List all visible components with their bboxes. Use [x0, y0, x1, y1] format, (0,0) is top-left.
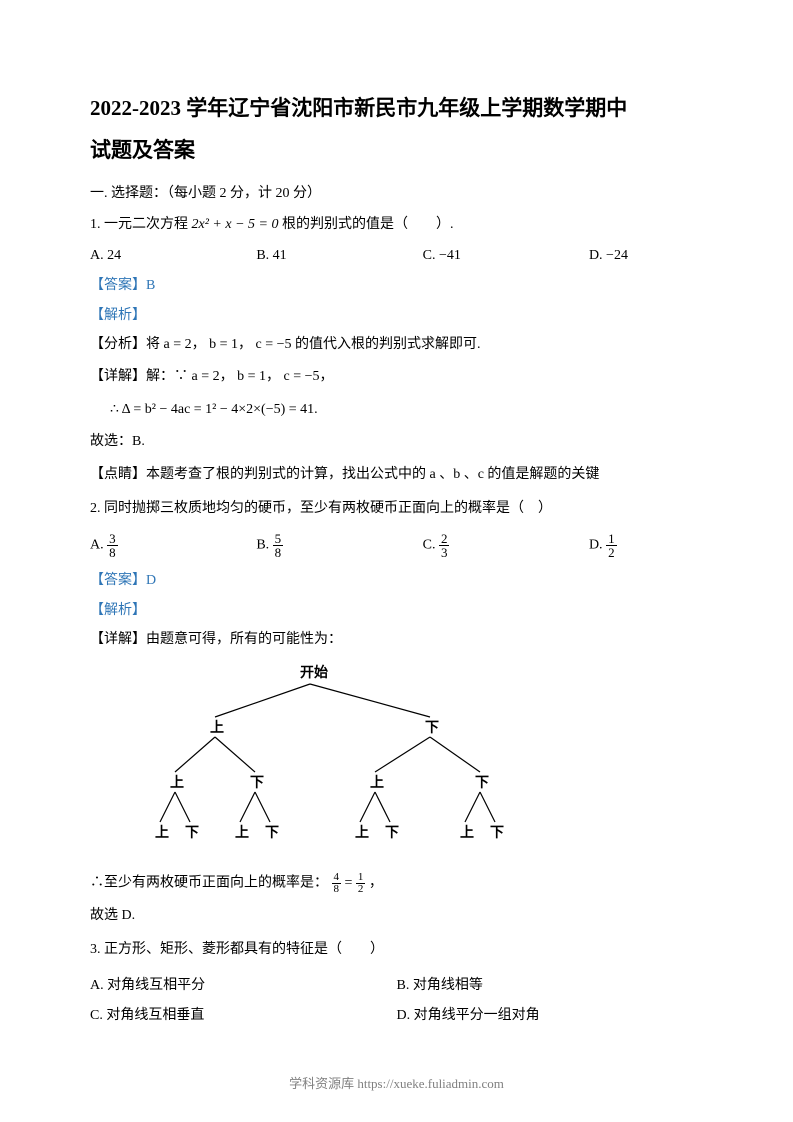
- q3-options: A. 对角线互相平分 B. 对角线相等 C. 对角线互相垂直 D. 对角线平分一…: [90, 974, 703, 1034]
- q3-option-b: B. 对角线相等: [397, 974, 704, 994]
- q1-text: 1. 一元二次方程 2x² + x − 5 = 0 根的判别式的值是（ ）.: [90, 214, 703, 236]
- q3-option-d: D. 对角线平分一组对角: [397, 1004, 704, 1024]
- q1-option-c: C. −41: [423, 248, 589, 264]
- q1-detail-prefix: 【详解】解：∵ a = 2， b = 1， c = −5，: [90, 366, 703, 388]
- tree-l3-1: 下: [185, 825, 199, 841]
- q2-c-num: 2: [439, 532, 450, 546]
- q1-analysis-text: 【分析】将 a = 2， b = 1， c = −5 的值代入根的判别式求解即可…: [90, 334, 703, 356]
- q1-option-a: A. 24: [90, 248, 256, 264]
- q2-c-frac: 23: [439, 532, 450, 559]
- q2-option-c: C. 23: [423, 532, 589, 559]
- footer: 学科资源库 https://xueke.fuliadmin.com: [0, 1073, 793, 1092]
- q2-d-num: 1: [606, 532, 617, 546]
- q2-b-den: 8: [273, 546, 284, 559]
- q2-b-frac: 58: [273, 532, 284, 559]
- tree-root: 开始: [300, 664, 328, 681]
- tree-l3-6: 上: [460, 825, 474, 841]
- tree-l1-1: 下: [425, 720, 439, 736]
- q2-prob-prefix: ∴至少有两枚硬币正面向上的概率是：: [90, 875, 328, 890]
- q2-prob-suffix: ，: [369, 875, 383, 890]
- q2-c-prefix: C.: [423, 538, 439, 553]
- tree-l2-0: 上: [170, 775, 184, 791]
- q2-detail-text: 【详解】由题意可得，所有的可能性为：: [90, 629, 703, 651]
- q1-answer: 【答案】B: [90, 274, 703, 294]
- q2-prob-frac1: 48: [332, 872, 342, 895]
- q2-a-frac: 38: [107, 532, 118, 559]
- q2-d-den: 2: [606, 546, 617, 559]
- q2-prob-den1: 8: [332, 884, 342, 895]
- q2-d-prefix: D.: [589, 538, 606, 553]
- q1-suffix: 根的判别式的值是（ ）.: [278, 217, 453, 232]
- q2-option-a: A. 38: [90, 532, 256, 559]
- tree-l2-3: 下: [475, 775, 489, 791]
- q1-option-d: D. −24: [589, 248, 703, 264]
- q1-detail-formula: ∴ Δ = b² − 4ac = 1² − 4×2×(−5) = 41.: [90, 399, 703, 421]
- q2-c-den: 3: [439, 546, 450, 559]
- tree-svg: 开始 上 下 上 下 上 下 上 下 上 下 上 下 上 下: [150, 662, 550, 862]
- q1-equation: 2x² + x − 5 = 0: [192, 217, 279, 232]
- tree-l3-0: 上: [155, 825, 169, 841]
- q2-prob-num2: 1: [356, 872, 366, 884]
- q2-prob-eq: =: [345, 875, 356, 890]
- q1-options: A. 24 B. 41 C. −41 D. −24: [90, 248, 703, 264]
- q1-option-b: B. 41: [256, 248, 422, 264]
- q2-options: A. 38 B. 58 C. 23 D. 12: [90, 532, 703, 559]
- q2-option-b: B. 58: [256, 532, 422, 559]
- q2-analysis-label: 【解析】: [90, 599, 703, 619]
- q2-prob-num1: 4: [332, 872, 342, 884]
- tree-l3-5: 下: [385, 825, 399, 841]
- q1-comment: 【点睛】本题考查了根的判别式的计算，找出公式中的 a 、b 、c 的值是解题的关…: [90, 464, 703, 486]
- q3-option-c: C. 对角线互相垂直: [90, 1004, 397, 1024]
- tree-l3-4: 上: [355, 825, 369, 841]
- q1-prefix: 1. 一元二次方程: [90, 217, 192, 232]
- tree-l1-0: 上: [210, 720, 224, 736]
- tree-l2-1: 下: [250, 775, 264, 791]
- q2-a-num: 3: [107, 532, 118, 546]
- q2-answer: 【答案】D: [90, 569, 703, 589]
- tree-l3-2: 上: [235, 825, 249, 841]
- q2-a-den: 8: [107, 546, 118, 559]
- q2-text: 2. 同时抛掷三枚质地均匀的硬币，至少有两枚硬币正面向上的概率是（ ）: [90, 498, 703, 520]
- doc-title-line2: 试题及答案: [90, 132, 703, 170]
- tree-l3-3: 下: [265, 825, 279, 841]
- q1-conclusion: 故选：B.: [90, 431, 703, 453]
- q2-option-d: D. 12: [589, 532, 703, 559]
- q2-probability: ∴至少有两枚硬币正面向上的概率是： 48 = 12 ，: [90, 872, 703, 895]
- doc-title-line1: 2022-2023 学年辽宁省沈阳市新民市九年级上学期数学期中: [90, 90, 703, 128]
- q2-prob-frac2: 12: [356, 872, 366, 895]
- probability-tree: 开始 上 下 上 下 上 下 上 下 上 下 上 下 上 下: [150, 662, 550, 862]
- tree-l3-7: 下: [490, 825, 504, 841]
- section-header: 一. 选择题：（每小题 2 分，计 20 分）: [90, 182, 703, 202]
- q3-option-a: A. 对角线互相平分: [90, 974, 397, 994]
- q3-text: 3. 正方形、矩形、菱形都具有的特征是（ ）: [90, 939, 703, 961]
- tree-l2-2: 上: [370, 775, 384, 791]
- q2-prob-den2: 2: [356, 884, 366, 895]
- q2-b-num: 5: [273, 532, 284, 546]
- q2-d-frac: 12: [606, 532, 617, 559]
- q1-analysis-label: 【解析】: [90, 304, 703, 324]
- q2-a-prefix: A.: [90, 538, 107, 553]
- q2-b-prefix: B.: [256, 538, 272, 553]
- q2-conclusion: 故选 D.: [90, 905, 703, 927]
